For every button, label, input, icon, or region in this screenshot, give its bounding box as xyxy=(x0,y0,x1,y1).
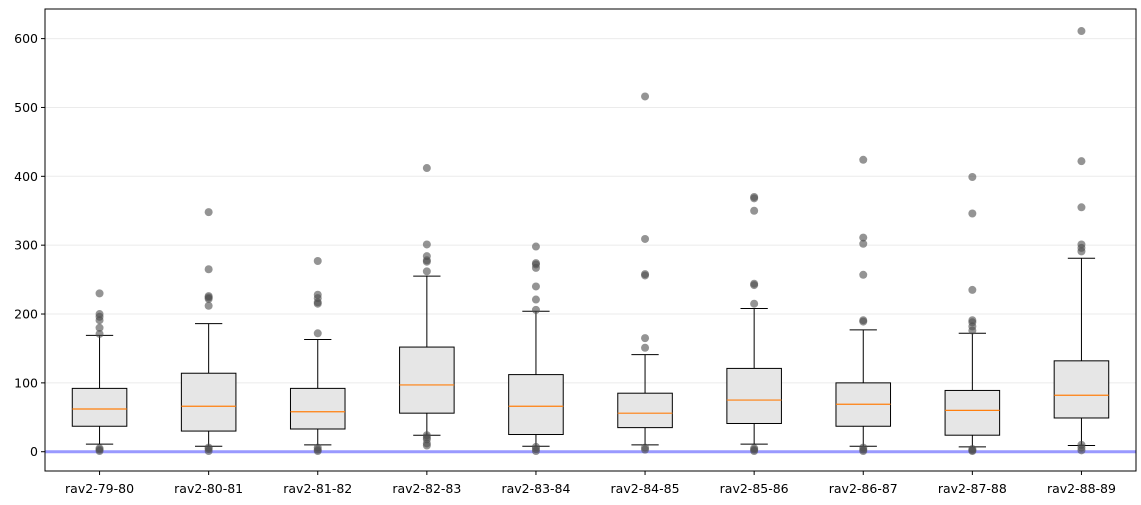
x-axis: rav2-79-80 rav2-80-81 rav2-81-82 rav2-82-83… xyxy=(65,471,1116,496)
box-group xyxy=(835,155,892,456)
x-tick-label: rav2-87-88 xyxy=(938,481,1007,496)
outlier-point xyxy=(422,164,431,173)
outlier-point xyxy=(204,208,213,217)
outlier-point xyxy=(750,194,759,203)
outlier-point xyxy=(859,239,868,248)
y-tick-label: 100 xyxy=(14,375,38,390)
outlier-point xyxy=(531,263,540,272)
outlier-point xyxy=(531,447,540,456)
box xyxy=(508,374,564,436)
outlier-point xyxy=(95,329,104,338)
outlier-point xyxy=(204,447,213,456)
box xyxy=(399,346,455,414)
outlier-point xyxy=(422,257,431,266)
outlier-point xyxy=(750,281,759,290)
outlier-point xyxy=(95,447,104,456)
outlier-point xyxy=(1077,157,1086,166)
outlier-point xyxy=(422,267,431,276)
box xyxy=(180,372,237,432)
box xyxy=(289,387,346,430)
box-group xyxy=(726,192,782,456)
y-tick-label: 400 xyxy=(14,169,38,184)
plot-frame xyxy=(44,8,1137,472)
outlier-point xyxy=(641,271,650,280)
y-tick-label: 600 xyxy=(14,31,38,46)
outlier-point xyxy=(204,294,213,303)
outlier-point xyxy=(750,206,759,215)
outlier-point xyxy=(313,329,322,338)
outlier-point xyxy=(968,209,977,218)
x-tick-label: rav2-83-84 xyxy=(501,481,570,496)
outlier-point xyxy=(422,441,431,450)
outlier-point xyxy=(531,242,540,251)
outlier-point xyxy=(750,299,759,308)
outlier-point xyxy=(204,301,213,310)
box xyxy=(71,387,128,427)
outlier-point xyxy=(313,447,322,456)
boxes-layer xyxy=(71,27,1110,456)
box xyxy=(944,389,1001,436)
box-group xyxy=(508,242,564,456)
outlier-point xyxy=(750,447,759,456)
x-tick-label: rav2-80-81 xyxy=(174,481,243,496)
x-tick-label: rav2-82-83 xyxy=(392,481,461,496)
x-tick-label: rav2-81-82 xyxy=(283,481,352,496)
outlier-point xyxy=(1077,446,1086,455)
box-group xyxy=(180,208,237,456)
box xyxy=(617,392,673,429)
y-axis: 0 100 200 300 400 500 600 xyxy=(14,31,45,459)
box xyxy=(1053,360,1110,419)
outlier-point xyxy=(968,326,977,335)
outlier-point xyxy=(859,317,868,326)
x-tick-label: rav2-86-87 xyxy=(829,481,898,496)
outlier-point xyxy=(859,233,868,242)
outlier-point xyxy=(422,240,431,249)
outlier-point xyxy=(859,447,868,456)
outlier-point xyxy=(968,447,977,456)
outlier-point xyxy=(95,289,104,298)
outlier-point xyxy=(968,173,977,181)
outlier-point xyxy=(859,155,868,164)
y-tick-label: 0 xyxy=(30,444,38,459)
outlier-point xyxy=(641,234,650,243)
box-group xyxy=(1053,27,1110,455)
x-tick-label: rav2-88-89 xyxy=(1047,481,1116,496)
outlier-point xyxy=(204,265,213,274)
outlier-point xyxy=(641,445,650,454)
outlier-point xyxy=(531,282,540,291)
outlier-point xyxy=(95,316,104,325)
box-group xyxy=(71,289,128,456)
outlier-point xyxy=(641,343,650,352)
outlier-point xyxy=(313,257,322,265)
y-tick-label: 500 xyxy=(14,100,38,115)
box-group xyxy=(399,164,455,450)
outlier-point xyxy=(1077,27,1086,36)
box-group xyxy=(617,92,673,454)
outlier-point xyxy=(95,323,104,332)
outlier-point xyxy=(641,92,650,101)
outlier-point xyxy=(1077,247,1086,256)
outlier-point xyxy=(531,295,540,304)
box-group xyxy=(289,257,346,456)
outlier-point xyxy=(531,305,540,314)
x-tick-label: rav2-85-86 xyxy=(720,481,789,496)
box xyxy=(726,367,782,424)
box-group xyxy=(944,173,1001,456)
outlier-point xyxy=(859,270,868,279)
x-tick-label: rav2-79-80 xyxy=(65,481,134,496)
outlier-point xyxy=(313,299,322,308)
y-tick-label: 300 xyxy=(14,238,38,253)
x-tick-label: rav2-84-85 xyxy=(611,481,680,496)
outlier-point xyxy=(641,334,650,343)
outlier-point xyxy=(1077,203,1086,212)
outlier-point xyxy=(968,285,977,294)
y-tick-label: 200 xyxy=(14,307,38,322)
